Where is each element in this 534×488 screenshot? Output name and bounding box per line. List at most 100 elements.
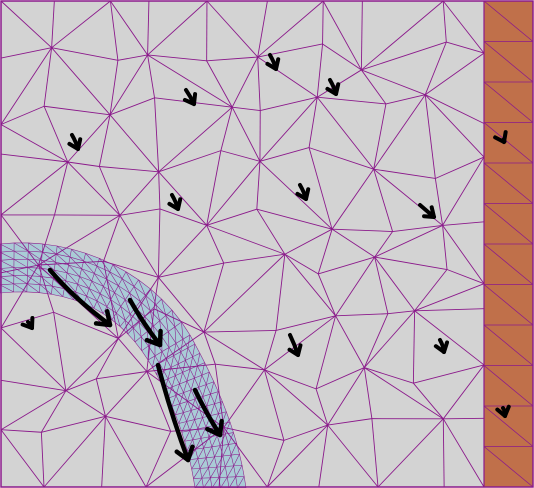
fine-mesh-edge	[192, 428, 199, 440]
fine-mesh-edge	[96, 293, 101, 302]
fine-mesh-edge	[147, 355, 156, 361]
fine-mesh-edge	[187, 334, 191, 348]
mesh-edge	[442, 0, 447, 43]
mesh-edge	[147, 0, 208, 56]
fine-mesh-edge	[187, 343, 196, 349]
mesh-edge	[424, 94, 485, 158]
fine-mesh-edge	[168, 395, 177, 399]
fine-mesh-edge	[93, 300, 98, 309]
mesh-edge	[318, 425, 329, 488]
mesh-edge	[315, 315, 337, 389]
fine-mesh-edge	[168, 347, 174, 356]
fine-mesh-edge	[13, 275, 28, 284]
mesh-edge	[374, 225, 443, 258]
mesh-edge	[105, 415, 171, 432]
fine-mesh-edge	[220, 477, 228, 488]
mesh-edge	[256, 208, 333, 230]
fine-mesh-edge	[197, 457, 207, 459]
mesh-edge	[256, 161, 261, 210]
mesh-edge	[322, 0, 362, 71]
mesh-edge	[145, 431, 172, 488]
fine-mesh-edge	[214, 391, 219, 404]
fine-mesh-edge	[173, 351, 181, 356]
velocity-arrow-icon	[295, 183, 311, 201]
fine-mesh-edge	[145, 295, 151, 311]
fine-mesh-edge	[41, 252, 43, 261]
fine-mesh-edge	[54, 254, 57, 263]
mesh-edge	[223, 427, 285, 441]
wall-mesh-edge	[483, 243, 534, 285]
mesh-edge	[158, 171, 208, 226]
fine-mesh-edge	[230, 454, 234, 466]
fine-mesh-edge	[206, 381, 214, 385]
mesh-edge	[43, 415, 106, 488]
arrow-head	[93, 309, 113, 328]
fine-mesh-edge	[110, 292, 115, 300]
mesh-edge	[260, 96, 318, 112]
fine-mesh-edge	[202, 384, 207, 397]
fine-mesh-edge	[41, 259, 55, 271]
fine-mesh-edge	[106, 279, 115, 293]
arrow-head	[167, 197, 183, 211]
fine-mesh-edge	[39, 284, 52, 295]
fine-mesh-edge	[56, 253, 71, 258]
fine-mesh-edge	[211, 435, 218, 447]
fine-mesh-edge	[109, 271, 119, 286]
fine-mesh-edge	[192, 356, 198, 367]
fine-mesh-edge	[208, 467, 211, 478]
fine-mesh-edge	[27, 283, 40, 285]
fine-mesh-edge	[86, 295, 98, 302]
mesh-edge	[53, 311, 119, 339]
fine-mesh-edge	[174, 326, 177, 344]
fine-mesh-edge	[124, 299, 131, 315]
fine-mesh-edge	[194, 398, 200, 409]
fine-mesh-edge	[216, 435, 221, 446]
mesh-edge	[425, 94, 485, 124]
mesh-edge	[283, 424, 328, 441]
mesh-edge	[119, 171, 159, 216]
fine-mesh-edge	[181, 322, 184, 340]
mesh-edge	[316, 43, 324, 98]
arrow-head	[144, 328, 163, 348]
fine-mesh-edge	[201, 371, 210, 376]
mesh-edge	[40, 390, 67, 433]
fine-mesh-edge	[96, 265, 110, 273]
fine-mesh-edge	[243, 476, 247, 488]
fine-mesh-edge	[118, 278, 123, 286]
mesh-edge	[327, 367, 365, 426]
fine-mesh-edge	[228, 432, 234, 445]
mesh-edge	[231, 56, 259, 108]
fine-mesh-edge	[201, 374, 207, 385]
fine-mesh-edge	[167, 378, 173, 388]
fine-mesh-edge	[124, 320, 134, 329]
fine-mesh-edge	[170, 355, 174, 368]
fine-mesh-edge	[233, 465, 237, 477]
fine-mesh-edge	[69, 249, 72, 258]
mesh-edge	[377, 418, 444, 488]
fine-mesh-edge	[150, 304, 157, 311]
fine-mesh-edge	[224, 454, 232, 467]
velocity-arrow-icon	[265, 53, 281, 71]
fine-mesh-edge	[91, 273, 95, 282]
arrow-head	[174, 444, 195, 463]
velocity-arrow-icon	[433, 338, 450, 354]
fine-mesh-edge	[199, 353, 205, 363]
fine-mesh-edge	[100, 293, 111, 300]
fine-mesh-edge	[79, 276, 92, 282]
fine-mesh-edge	[109, 271, 123, 279]
fine-mesh-edge	[112, 264, 123, 279]
fine-mesh-edge	[99, 258, 110, 273]
fine-mesh-edge	[163, 359, 167, 372]
fine-mesh-edge	[184, 441, 188, 451]
velocity-arrow-icon	[20, 316, 35, 330]
fine-mesh-edge	[189, 428, 198, 431]
mesh-edge	[264, 315, 336, 371]
fine-mesh-edge	[175, 383, 180, 396]
mesh-edge	[327, 424, 379, 488]
fine-mesh-edge	[181, 421, 187, 433]
fine-mesh-edge	[159, 315, 167, 321]
fine-mesh-edge	[185, 356, 193, 361]
fine-mesh-edge	[89, 288, 101, 294]
mesh-edge	[220, 107, 233, 151]
fine-mesh-edge	[167, 375, 176, 380]
